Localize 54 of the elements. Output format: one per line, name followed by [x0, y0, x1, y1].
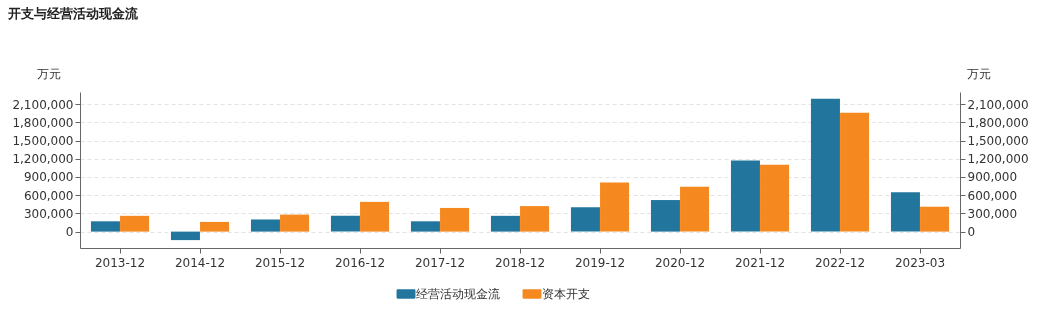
bar: [680, 186, 710, 232]
bar: [200, 221, 230, 232]
y2-axis-title: 万元: [966, 66, 991, 81]
bar: [650, 200, 680, 232]
bar: [120, 215, 150, 232]
x-tick-label: 2020-12: [654, 255, 706, 270]
bar: [410, 221, 440, 232]
y-tick-label: 2,100,000: [12, 97, 74, 112]
y-tick-label: 600,000: [23, 188, 74, 203]
y2-tick-label: 1,800,000: [967, 115, 1029, 130]
bar: [440, 207, 470, 232]
bar: [760, 164, 790, 232]
bar: [890, 192, 920, 232]
bar: [330, 215, 360, 232]
y2-tick-label: 900,000: [967, 170, 1018, 185]
bar: [520, 206, 550, 232]
chart-title: 开支与经营活动现金流: [7, 6, 139, 21]
bar: [170, 231, 200, 241]
legend-label: 资本开支: [542, 287, 590, 301]
y2-tick-label: 300,000: [967, 206, 1018, 221]
legend-label: 经营活动现金流: [416, 287, 500, 301]
x-tick-label: 2019-12: [574, 255, 626, 270]
y-tick-label: 1,500,000: [12, 134, 74, 149]
y-tick-label: 1,800,000: [12, 115, 74, 130]
y-tick-label: 1,200,000: [12, 152, 74, 167]
x-tick-label: 2017-12: [414, 255, 466, 270]
x-tick-label: 2015-12: [254, 255, 306, 270]
y2-tick-label: 600,000: [967, 188, 1018, 203]
y2-tick-label: 2,100,000: [967, 97, 1029, 112]
x-tick-label: 2014-12: [174, 255, 226, 270]
bar: [840, 112, 870, 232]
bar: [280, 214, 310, 232]
y-tick-label: 300,000: [23, 206, 74, 221]
x-tick-label: 2018-12: [494, 255, 546, 270]
bar: [920, 206, 950, 232]
y2-tick-label: 1,200,000: [967, 152, 1029, 167]
y-tick-label: 0: [65, 225, 74, 240]
x-tick-label: 2021-12: [734, 255, 786, 270]
y-tick-label: 900,000: [23, 170, 74, 185]
x-tick-label: 2013-12: [94, 255, 146, 270]
bar: [600, 182, 630, 232]
bar: [90, 221, 120, 232]
x-tick-label: 2016-12: [334, 255, 386, 270]
bar: [250, 219, 280, 232]
y2-tick-label: 1,500,000: [967, 134, 1029, 149]
x-tick-label: 2022-12: [814, 255, 866, 270]
y-axis-title: 万元: [36, 66, 61, 81]
bar: [490, 215, 520, 232]
bar: [570, 207, 600, 232]
bar: [360, 201, 390, 232]
x-tick-label: 2023-03: [894, 255, 946, 270]
bar: [730, 160, 760, 232]
y2-tick-label: 0: [967, 225, 976, 240]
bar: [810, 98, 840, 232]
